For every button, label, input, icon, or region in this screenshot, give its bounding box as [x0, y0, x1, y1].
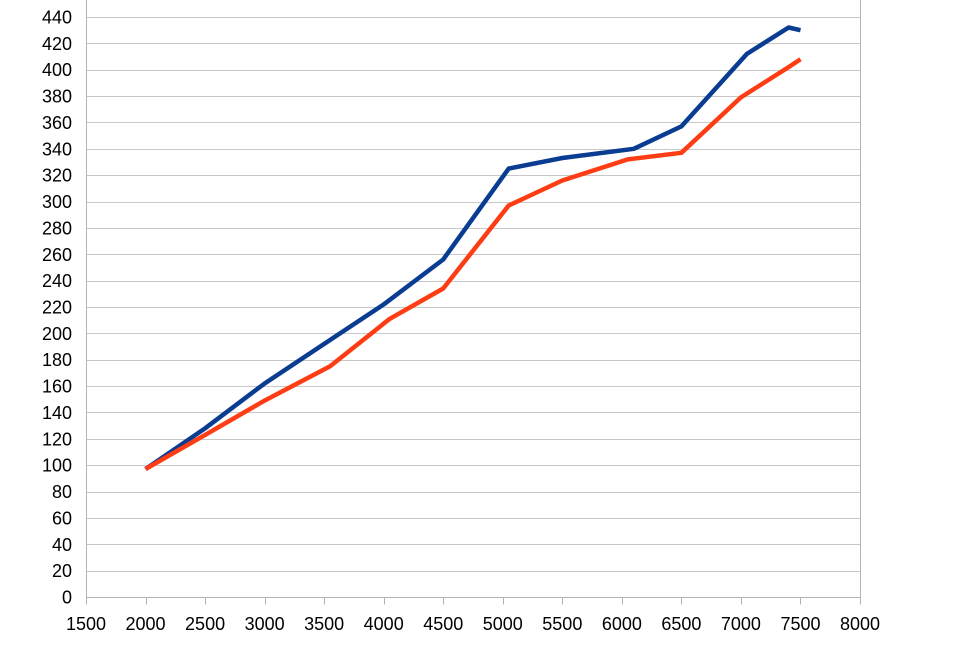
- y-tick-label: 360: [42, 113, 72, 133]
- series-line-1: [144, 25, 801, 471]
- y-tick-label: 20: [52, 561, 72, 581]
- y-tick-label: 280: [42, 218, 72, 238]
- x-tick-label: 2000: [126, 614, 166, 634]
- x-tick-label: 3000: [245, 614, 285, 634]
- x-tick-label: 3500: [304, 614, 344, 634]
- x-tick-label: 1500: [66, 614, 106, 634]
- x-tick-label: 5000: [483, 614, 523, 634]
- y-tick-label: 320: [42, 166, 72, 186]
- x-tick-label: 7000: [721, 614, 761, 634]
- y-tick-label: 300: [42, 192, 72, 212]
- y-tick-label: 60: [52, 508, 72, 528]
- x-tick-label: 4500: [423, 614, 463, 634]
- x-tick-label: 5500: [542, 614, 582, 634]
- series-line-2: [144, 57, 802, 472]
- y-tick-label: 80: [52, 482, 72, 502]
- y-tick-label: 40: [52, 535, 72, 555]
- y-tick-label: 180: [42, 350, 72, 370]
- y-tick-label: 340: [42, 139, 72, 159]
- y-tick-label: 200: [42, 324, 72, 344]
- x-tick-label: 2500: [185, 614, 225, 634]
- x-tick-label: 4000: [364, 614, 404, 634]
- y-tick-label: 140: [42, 403, 72, 423]
- y-tick-label: 160: [42, 377, 72, 397]
- y-tick-label: 260: [42, 245, 72, 265]
- gridlines: [86, 17, 860, 572]
- y-tick-labels: 0 20 40 60 80 100 120 140 160 180 200 220 240 260 280 3…: [42, 8, 72, 608]
- y-tick-label: 220: [42, 298, 72, 318]
- y-tick-label: 0: [62, 588, 72, 608]
- y-tick-label: 240: [42, 271, 72, 291]
- x-tick-label: 7500: [780, 614, 820, 634]
- y-tick-label: 440: [42, 8, 72, 28]
- x-tick-label: 8000: [840, 614, 880, 634]
- x-tick-label: 6000: [602, 614, 642, 634]
- x-tick-labels: 1500 2000 2500 3000 3500 4000 4500 5000 5500 6000…: [66, 614, 880, 634]
- y-tick-label: 120: [42, 429, 72, 449]
- series-lines: [144, 25, 802, 472]
- y-tick-label: 380: [42, 87, 72, 107]
- x-tick-label: 6500: [661, 614, 701, 634]
- y-tick-label: 100: [42, 456, 72, 476]
- y-tick-label: 420: [42, 34, 72, 54]
- axes: [86, 0, 861, 605]
- y-tick-label: 400: [42, 60, 72, 80]
